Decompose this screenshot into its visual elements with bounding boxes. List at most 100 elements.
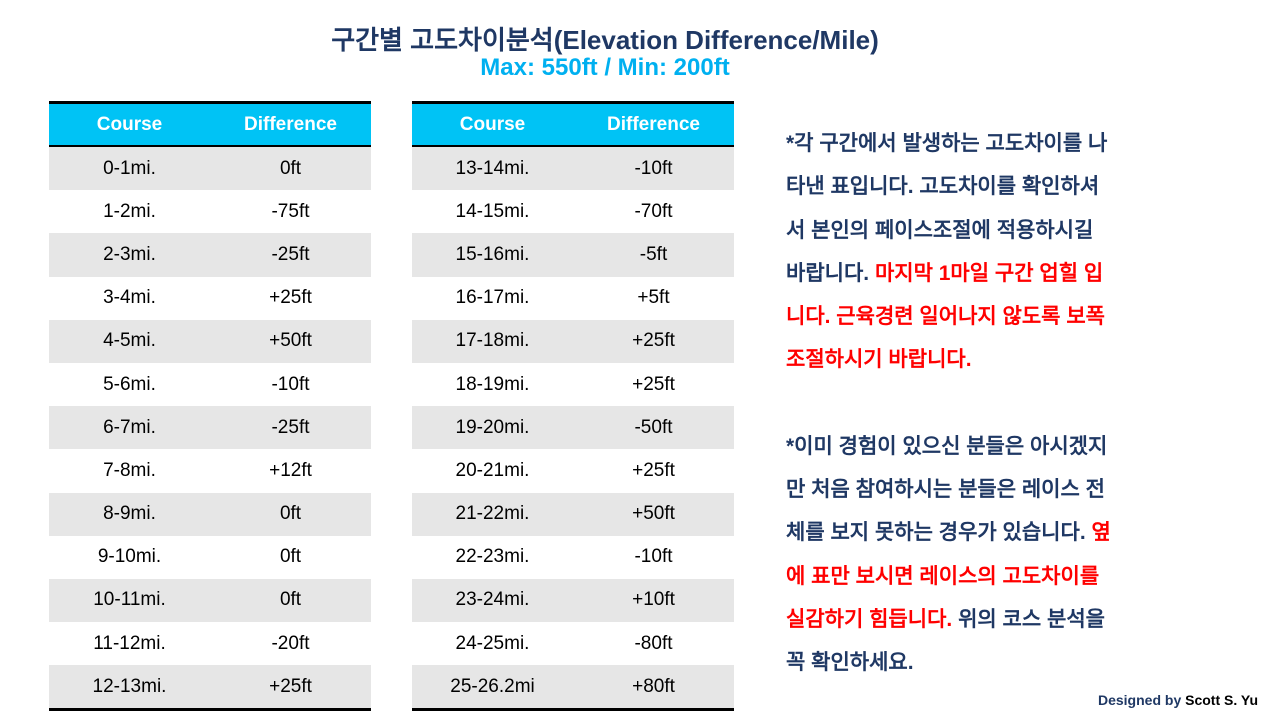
course-cell: 6-7mi. [49,406,210,450]
course-cell: 8-9mi. [49,492,210,536]
difference-cell: -10ft [573,146,734,191]
difference-cell: -75ft [210,190,371,234]
credit-prefix: Designed by [1097,692,1182,708]
difference-cell: +25ft [210,665,371,710]
course-cell: 22-23mi. [412,535,573,579]
column-header-course: Course [412,102,573,147]
difference-cell: -10ft [210,362,371,407]
designer-credit: Designed by Scott S. Yu [1098,692,1258,708]
note-text: 만 처음 참여하시는 분들은 레이스 전 [786,478,1105,502]
course-cell: 17-18mi. [412,319,573,363]
course-cell: 16-17mi. [412,276,573,320]
table-row: 0-1mi. 0ft [49,146,371,191]
table-row: 16-17mi. +5ft [412,276,734,320]
note-line: 니다. 근육경련 일어나지 않도록 보폭 [786,295,1206,338]
difference-cell: +12ft [210,449,371,493]
course-cell: 20-21mi. [412,449,573,493]
table-row: 11-12mi. -20ft [49,622,371,666]
column-header-difference: Difference [573,102,734,147]
difference-cell: 0ft [210,146,371,191]
table-row: 2-3mi. -25ft [49,233,371,277]
difference-cell: +5ft [573,276,734,320]
note-text: *각 구간에서 발생하는 고도차이를 나 [786,132,1108,155]
difference-cell: +50ft [210,319,371,363]
difference-cell: +25ft [573,449,734,493]
note-line: 꼭 확인하세요. [786,641,1206,684]
difference-cell: +25ft [573,319,734,363]
note-line: 조절하시기 바랍니다. [786,338,1206,381]
column-header-course: Course [49,102,210,147]
course-cell: 7-8mi. [49,449,210,493]
note-line: *각 구간에서 발생하는 고도차이를 나 [786,122,1206,165]
course-cell: 12-13mi. [49,665,210,710]
difference-cell: 0ft [210,535,371,579]
difference-cell: -25ft [210,233,371,277]
table-row: 6-7mi. -25ft [49,406,371,450]
course-cell: 24-25mi. [412,622,573,666]
note-text: 꼭 확인하세요. [786,651,914,675]
elevation-table-right: Course Difference 13-14mi. -10ft 14-15mi. -… [412,101,734,712]
note-highlight-text: 실감하기 힘듭니다. [786,607,953,631]
difference-cell: +80ft [573,665,734,710]
table-row: 4-5mi. +50ft [49,319,371,363]
note-line: 체를 보지 못하는 경우가 있습니다. 옆 [786,511,1206,554]
difference-cell: 0ft [210,492,371,536]
table-row: 20-21mi. +25ft [412,449,734,493]
course-cell: 3-4mi. [49,276,210,320]
table-row: 12-13mi. +25ft [49,665,371,710]
difference-cell: -5ft [573,233,734,277]
table-row: 8-9mi. 0ft [49,492,371,536]
page-subtitle: Max: 550ft / Min: 200ft [480,54,730,81]
course-cell: 10-11mi. [49,578,210,623]
difference-cell: -70ft [573,190,734,234]
table-row: 7-8mi. +12ft [49,449,371,493]
course-cell: 21-22mi. [412,492,573,536]
note-text: *이미 경험이 있으신 분들은 아시겠지 [786,434,1108,458]
note-line: *이미 경험이 있으신 분들은 아시겠지 [786,425,1206,468]
note-line: 만 처음 참여하시는 분들은 레이스 전 [786,468,1206,511]
difference-cell: -25ft [210,406,371,450]
difference-cell: +50ft [573,492,734,536]
difference-cell: -50ft [573,406,734,450]
table-row: 22-23mi. -10ft [412,535,734,579]
table-row: 24-25mi. -80ft [412,622,734,666]
note-line: 서 본인의 페이스조절에 적용하시길 [786,209,1206,252]
table-row: 17-18mi. +25ft [412,319,734,363]
note-text: 타낸 표입니다. 고도차이를 확인하셔 [786,175,1100,199]
course-cell: 4-5mi. [49,319,210,363]
course-cell: 9-10mi. [49,535,210,579]
table-row: 19-20mi. -50ft [412,406,734,450]
note-text: 체를 보지 못하는 경우가 있습니다. [786,521,1092,545]
course-cell: 14-15mi. [412,190,573,234]
table-row: 15-16mi. -5ft [412,233,734,277]
table-row: 9-10mi. 0ft [49,535,371,579]
note-highlight-text: 니다. 근육경련 일어나지 않도록 보폭 [786,305,1105,329]
difference-cell: 0ft [210,578,371,623]
note-text: 위의 코스 분석을 [952,607,1105,631]
difference-cell: -10ft [573,535,734,579]
course-cell: 1-2mi. [49,190,210,234]
note-line: 바랍니다. 마지막 1마일 구간 업힐 입 [786,252,1206,295]
table-row: 14-15mi. -70ft [412,190,734,234]
note-highlight-text: 조절하시기 바랍니다. [786,348,972,372]
table-row: 1-2mi. -75ft [49,190,371,234]
table-row: 23-24mi. +10ft [412,578,734,623]
table-row: 21-22mi. +50ft [412,492,734,536]
course-cell: 5-6mi. [49,362,210,407]
course-cell: 23-24mi. [412,578,573,623]
difference-cell: -20ft [210,622,371,666]
course-cell: 2-3mi. [49,233,210,277]
note-line: 타낸 표입니다. 고도차이를 확인하셔 [786,165,1206,208]
column-header-difference: Difference [210,102,371,147]
table-row: 13-14mi. -10ft [412,146,734,191]
course-cell: 15-16mi. [412,233,573,277]
course-cell: 25-26.2mi [412,665,573,710]
difference-cell: +25ft [573,362,734,407]
note-line: 에 표만 보시면 레이스의 고도차이를 [786,555,1206,598]
elevation-table-left: Course Difference 0-1mi. 0ft 1-2mi. -75ft 2-… [49,101,371,712]
course-cell: 0-1mi. [49,146,210,191]
table-row: 5-6mi. -10ft [49,362,371,407]
table-row: 18-19mi. +25ft [412,362,734,407]
